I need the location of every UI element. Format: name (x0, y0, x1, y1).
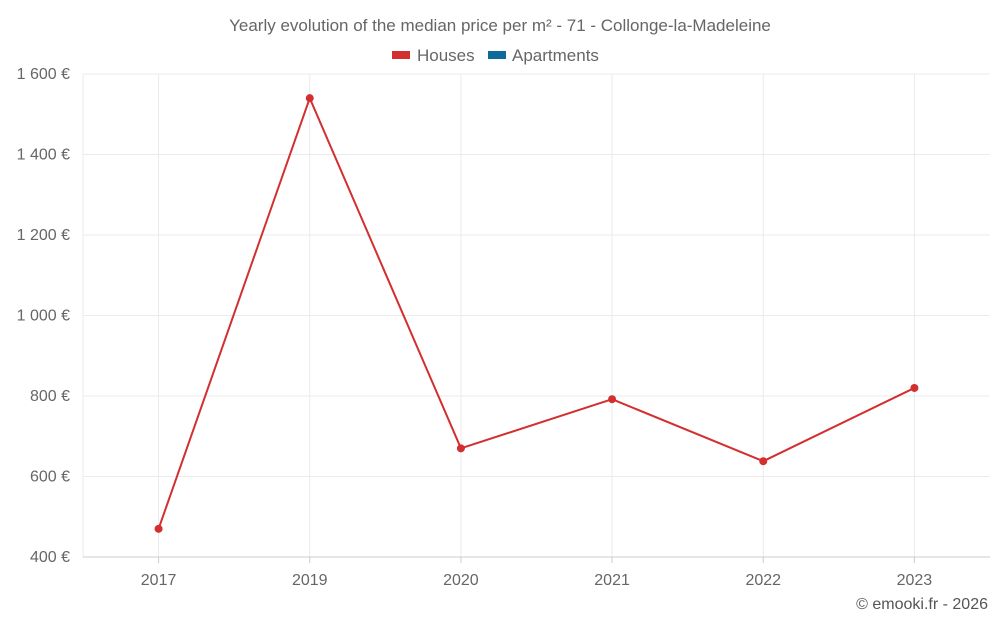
x-axis-ticks: 2017 2019 2020 2021 2022 2023 (141, 557, 933, 589)
y-tick-label: 600 € (30, 469, 70, 486)
data-point[interactable] (759, 457, 768, 466)
x-tick-label: 2019 (292, 572, 328, 589)
legend-item-apartments[interactable]: Apartments (488, 46, 599, 65)
y-tick-label: 1 400 € (17, 147, 70, 164)
x-tick-label: 2022 (745, 572, 781, 589)
data-point[interactable] (456, 444, 465, 453)
x-tick-label: 2020 (443, 572, 479, 589)
data-point[interactable] (910, 383, 919, 392)
y-tick-label: 800 € (30, 388, 70, 405)
gridlines (82, 73, 990, 558)
credit-text: © emooki.fr - 2026 (856, 596, 988, 613)
x-tick-label: 2021 (594, 572, 630, 589)
series-line (157, 97, 915, 530)
series-houses (154, 94, 919, 533)
chart-title: Yearly evolution of the median price per… (229, 16, 771, 35)
y-tick-label: 1 200 € (17, 227, 70, 244)
y-axis-ticks: 400 € 600 € 800 € 1 000 € 1 200 € 1 400 € 1 60… (17, 66, 70, 566)
legend-item-houses[interactable]: Houses (392, 46, 475, 65)
y-tick-label: 1 600 € (17, 66, 70, 83)
y-tick-label: 400 € (30, 549, 70, 566)
legend-swatch-houses (392, 51, 410, 59)
legend-label-houses: Houses (417, 46, 475, 65)
x-tick-label: 2017 (141, 572, 177, 589)
legend: Houses Apartments (392, 46, 599, 65)
data-point[interactable] (305, 94, 314, 103)
x-tick-label: 2023 (897, 572, 933, 589)
data-point[interactable] (608, 395, 617, 404)
data-point[interactable] (154, 524, 163, 533)
y-tick-label: 1 000 € (17, 308, 70, 325)
legend-label-apartments: Apartments (512, 46, 599, 65)
legend-swatch-apartments (488, 51, 506, 59)
